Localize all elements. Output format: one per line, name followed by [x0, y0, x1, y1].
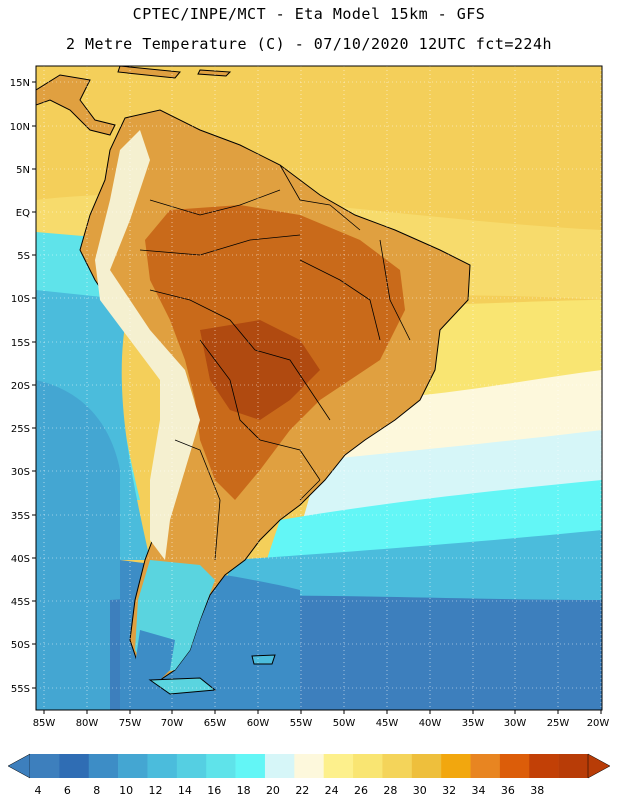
colorbar-label: 16 [207, 784, 221, 797]
colorbar-cell [470, 754, 501, 778]
colorbar-label: 36 [501, 784, 515, 797]
colorbar-labels: 4 6 8 10 12 14 16 18 20 22 24 26 28 30 32 34 36 38 [35, 784, 545, 797]
lat-label: 45S [11, 597, 30, 608]
colorbar-cell [235, 754, 266, 778]
colorbar-under-arrow [7, 753, 31, 779]
colorbar-label: 30 [413, 784, 427, 797]
lat-label: 20S [11, 381, 30, 392]
map-area [36, 66, 602, 710]
lat-label: 55S [11, 684, 30, 695]
colorbar-label: 28 [383, 784, 397, 797]
lat-label: 5N [16, 165, 30, 176]
lat-label: 25S [11, 424, 30, 435]
lat-label: 15N [10, 78, 30, 89]
colorbar-cell [529, 754, 559, 778]
colorbar-cell [382, 754, 413, 778]
colorbar-label: 24 [325, 784, 339, 797]
colorbar-cell [294, 754, 324, 778]
andes-strip [95, 130, 200, 560]
lon-label: 65W [204, 718, 227, 729]
atlantic-cool-band [300, 430, 602, 530]
caribbean-islands [117, 66, 232, 79]
lon-label: 85W [33, 718, 56, 729]
map-subtitle: 2 Metre Temperature (C) - 07/10/2020 12U… [65, 35, 553, 53]
lon-label: 30W [504, 718, 527, 729]
pacific-colder-band [36, 380, 120, 710]
colorbar-cell [147, 754, 178, 778]
colorbar-cell [264, 754, 295, 778]
colorbar-label: 18 [237, 784, 251, 797]
lon-label: 40W [419, 718, 442, 729]
lat-label: 10N [10, 122, 30, 133]
colorbar-cell [499, 754, 530, 778]
colorbar-label: 14 [178, 784, 192, 797]
map-title: CPTEC/INPE/MCT - Eta Model 15km - GFS [132, 5, 486, 23]
colorbar-cell [88, 754, 119, 778]
lat-label: 15S [11, 338, 30, 349]
colorbar-cell [441, 754, 471, 778]
colorbar-label: 26 [354, 784, 368, 797]
colorbar-label: 4 [35, 784, 42, 797]
colorbar-cell [411, 754, 442, 778]
hottest-core-region [200, 320, 320, 420]
colorbar-label: 20 [266, 784, 280, 797]
lon-label: 50W [333, 718, 356, 729]
lat-label: 40S [11, 554, 30, 565]
colorbar-label: 8 [93, 784, 100, 797]
colorbar-cell [59, 754, 90, 778]
colorbar: 4 6 8 10 12 14 16 18 20 22 24 26 28 30 32 34 36 38 [7, 753, 611, 797]
lat-label: 10S [11, 294, 30, 305]
colorbar-label: 12 [148, 784, 162, 797]
lat-label: 35S [11, 511, 30, 522]
lat-label: EQ [16, 208, 30, 219]
lon-label: 25W [547, 718, 570, 729]
central-america-land [36, 74, 116, 136]
colorbar-cell [353, 754, 383, 778]
colorbar-label: 34 [472, 784, 486, 797]
lon-label: 60W [247, 718, 270, 729]
lat-label: 30S [11, 467, 30, 478]
axis-ticks [32, 81, 602, 714]
colorbar-cell [30, 754, 60, 778]
colorbar-cell [323, 754, 354, 778]
colorbar-label: 38 [530, 784, 544, 797]
lon-label: 35W [462, 718, 485, 729]
colorbar-cell [558, 754, 589, 778]
southern-tip-region [135, 630, 175, 690]
country-borders [139, 164, 411, 561]
lon-label: 70W [161, 718, 184, 729]
longitude-labels: 85W 80W 75W 70W 65W 60W 55W 50W 45W 40W … [33, 718, 610, 729]
colorbar-cell [176, 754, 207, 778]
lon-label: 55W [290, 718, 313, 729]
falkland-islands [251, 654, 276, 665]
lon-label: 45W [376, 718, 399, 729]
latitude-labels: 15N 10N 5N EQ 5S 10S 15S 20S 25S 30S 35S… [10, 78, 30, 695]
colorbar-cell [118, 754, 148, 778]
lon-label: 80W [76, 718, 99, 729]
colorbar-label: 6 [64, 784, 71, 797]
lon-label: 75W [119, 718, 142, 729]
colorbar-label: 32 [442, 784, 456, 797]
lon-label: 20W [587, 718, 610, 729]
graticule [36, 66, 602, 710]
lat-label: 5S [17, 251, 30, 262]
colorbar-cell [206, 754, 236, 778]
colorbar-cells [30, 754, 589, 778]
colorbar-over-arrow [587, 753, 611, 779]
lat-label: 50S [11, 640, 30, 651]
colorbar-label: 10 [119, 784, 133, 797]
map-frame [35, 65, 603, 711]
colorbar-label: 22 [295, 784, 309, 797]
